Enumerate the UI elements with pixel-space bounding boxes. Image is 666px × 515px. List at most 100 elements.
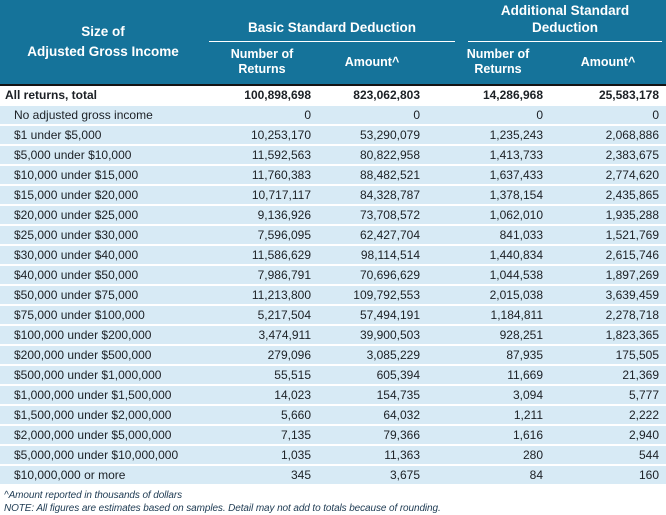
cell-value: 605,394 bbox=[318, 365, 459, 386]
cell-value: 2,068,886 bbox=[562, 125, 666, 146]
row-label: $25,000 under $30,000 bbox=[0, 225, 206, 246]
cell-value: 62,427,704 bbox=[318, 225, 459, 246]
footnotes: ^Amount reported in thousands of dollars… bbox=[0, 486, 666, 515]
column-header-basic-number-of-returns: Number of Returns bbox=[206, 41, 318, 87]
cell-value: 5,777 bbox=[562, 385, 666, 406]
row-label: $1 under $5,000 bbox=[0, 125, 206, 146]
cell-value: 80,822,958 bbox=[318, 145, 459, 166]
row-label: $10,000,000 or more bbox=[0, 465, 206, 486]
cell-value: 1,897,269 bbox=[562, 265, 666, 286]
cell-value: 1,035 bbox=[206, 445, 318, 466]
row-label: $2,000,000 under $5,000,000 bbox=[0, 425, 206, 446]
cell-value: 3,094 bbox=[458, 385, 563, 406]
cell-value: 5,660 bbox=[206, 405, 318, 426]
table-row: $100,000 under $200,000 3,474,911 39,900,5… bbox=[0, 325, 666, 346]
table-body: All returns, total 100,898,698 823,062,803… bbox=[0, 85, 666, 486]
cell-value: 2,222 bbox=[562, 405, 666, 426]
table-row: $2,000,000 under $5,000,000 7,135 79,366 1,… bbox=[0, 425, 666, 446]
cell-value: 11,760,383 bbox=[206, 165, 318, 186]
cell-value: 70,696,629 bbox=[318, 265, 459, 286]
cell-value: 53,290,079 bbox=[318, 125, 459, 146]
cell-value: 14,286,968 bbox=[458, 85, 563, 106]
table-row: $30,000 under $40,000 11,586,629 98,114,51… bbox=[0, 245, 666, 266]
cell-value: 0 bbox=[562, 105, 666, 126]
row-label: $1,500,000 under $2,000,000 bbox=[0, 405, 206, 426]
cell-value: 84,328,787 bbox=[318, 185, 459, 206]
row-label: $5,000 under $10,000 bbox=[0, 145, 206, 166]
cell-value: 1,235,243 bbox=[458, 125, 563, 146]
cell-value: 21,369 bbox=[562, 365, 666, 386]
table-row: $50,000 under $75,000 11,213,800 109,792,5… bbox=[0, 285, 666, 306]
cell-value: 2,435,865 bbox=[562, 185, 666, 206]
column-header-agi-size: Size of Adjusted Gross Income bbox=[0, 0, 206, 86]
cell-value: 2,015,038 bbox=[458, 285, 563, 306]
cell-value: 57,494,191 bbox=[318, 305, 459, 326]
cell-value: 10,717,117 bbox=[206, 185, 318, 206]
cell-value: 3,085,229 bbox=[318, 345, 459, 366]
cell-value: 11,213,800 bbox=[206, 285, 318, 306]
cell-value: 64,032 bbox=[318, 405, 459, 426]
table-row: $5,000,000 under $10,000,000 1,035 11,363 2… bbox=[0, 445, 666, 466]
group-header-basic-standard-deduction: Basic Standard Deduction bbox=[206, 0, 459, 42]
row-label: $100,000 under $200,000 bbox=[0, 325, 206, 346]
table-row: $1,000,000 under $1,500,000 14,023 154,735… bbox=[0, 385, 666, 406]
cell-value: 39,900,503 bbox=[318, 325, 459, 346]
cell-value: 3,675 bbox=[318, 465, 459, 486]
table-row: $1,500,000 under $2,000,000 5,660 64,032 1,… bbox=[0, 405, 666, 426]
footnote-rounding: NOTE: All figures are estimates based on… bbox=[4, 503, 441, 514]
group-header-basic-label: Basic Standard Deduction bbox=[209, 1, 456, 42]
cell-value: 9,136,926 bbox=[206, 205, 318, 226]
table-row: $500,000 under $1,000,000 55,515 605,394 11… bbox=[0, 365, 666, 386]
standard-deduction-table: Size of Adjusted Gross Income Basic Stan… bbox=[0, 0, 666, 486]
cell-value: 160 bbox=[562, 465, 666, 486]
row-label: $15,000 under $20,000 bbox=[0, 185, 206, 206]
table-row: $25,000 under $30,000 7,596,095 62,427,704… bbox=[0, 225, 666, 246]
cell-value: 55,515 bbox=[206, 365, 318, 386]
row-label: $50,000 under $75,000 bbox=[0, 285, 206, 306]
cell-value: 11,669 bbox=[458, 365, 563, 386]
cell-value: 1,211 bbox=[458, 405, 563, 426]
table-row: $15,000 under $20,000 10,717,117 84,328,78… bbox=[0, 185, 666, 206]
column-header-additional-amount: Amount^ bbox=[562, 41, 666, 87]
cell-value: 3,639,459 bbox=[562, 285, 666, 306]
cell-value: 2,278,718 bbox=[562, 305, 666, 326]
cell-value: 175,505 bbox=[562, 345, 666, 366]
cell-value: 7,596,095 bbox=[206, 225, 318, 246]
cell-value: 11,586,629 bbox=[206, 245, 318, 266]
cell-value: 2,940 bbox=[562, 425, 666, 446]
row-label: $30,000 under $40,000 bbox=[0, 245, 206, 266]
row-label: $20,000 under $25,000 bbox=[0, 205, 206, 226]
group-header-additional-label: Additional Standard Deduction bbox=[468, 0, 663, 42]
cell-value: 1,935,288 bbox=[562, 205, 666, 226]
cell-value: 5,217,504 bbox=[206, 305, 318, 326]
cell-value: 73,708,572 bbox=[318, 205, 459, 226]
cell-value: 1,062,010 bbox=[458, 205, 563, 226]
cell-value: 928,251 bbox=[458, 325, 563, 346]
cell-value: 279,096 bbox=[206, 345, 318, 366]
cell-value: 0 bbox=[206, 105, 318, 126]
column-header-basic-amount: Amount^ bbox=[318, 41, 459, 87]
footnote-amount-units: ^Amount reported in thousands of dollars bbox=[4, 490, 183, 501]
cell-value: 100,898,698 bbox=[206, 85, 318, 106]
row-label: $5,000,000 under $10,000,000 bbox=[0, 445, 206, 466]
cell-value: 2,615,746 bbox=[562, 245, 666, 266]
table-row: $1 under $5,000 10,253,170 53,290,079 1,235… bbox=[0, 125, 666, 146]
cell-value: 11,363 bbox=[318, 445, 459, 466]
cell-value: 1,823,365 bbox=[562, 325, 666, 346]
cell-value: 3,474,911 bbox=[206, 325, 318, 346]
cell-value: 0 bbox=[458, 105, 563, 126]
cell-value: 87,935 bbox=[458, 345, 563, 366]
row-label: $1,000,000 under $1,500,000 bbox=[0, 385, 206, 406]
table-row: No adjusted gross income 0 0 0 0 bbox=[0, 105, 666, 126]
cell-value: 2,383,675 bbox=[562, 145, 666, 166]
table-row: $5,000 under $10,000 11,592,563 80,822,958… bbox=[0, 145, 666, 166]
row-label: $500,000 under $1,000,000 bbox=[0, 365, 206, 386]
cell-value: 1,637,433 bbox=[458, 165, 563, 186]
cell-value: 98,114,514 bbox=[318, 245, 459, 266]
table-row: All returns, total 100,898,698 823,062,803… bbox=[0, 85, 666, 106]
cell-value: 841,033 bbox=[458, 225, 563, 246]
cell-value: 823,062,803 bbox=[318, 85, 459, 106]
cell-value: 79,366 bbox=[318, 425, 459, 446]
cell-value: 1,413,733 bbox=[458, 145, 563, 166]
